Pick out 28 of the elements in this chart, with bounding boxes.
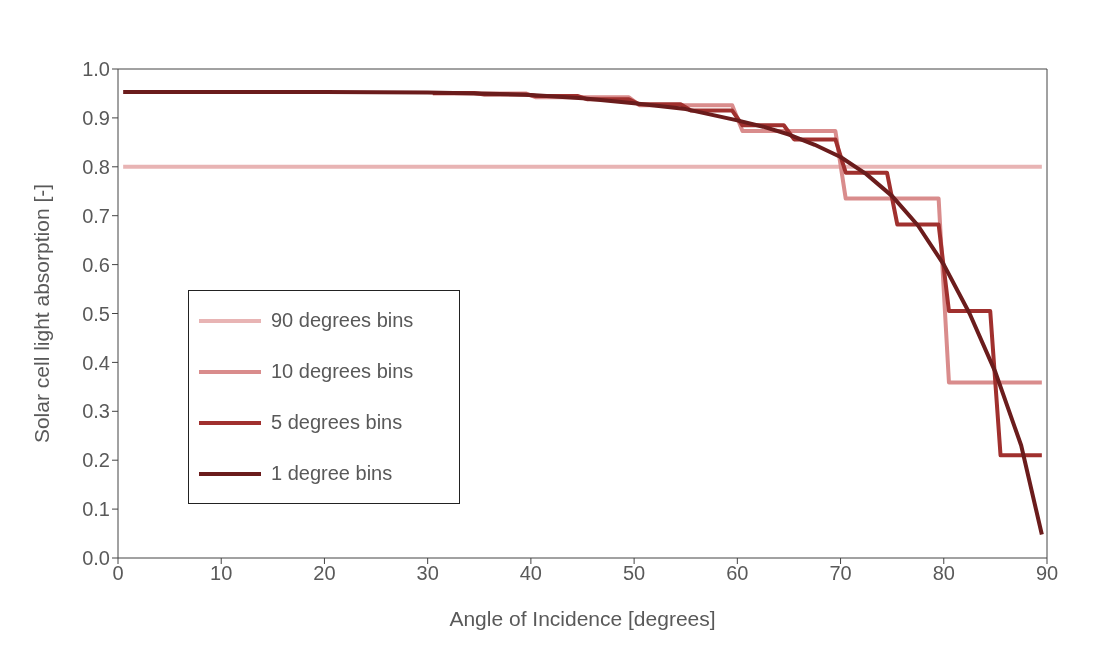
y-tick-label: 0.7 <box>82 204 110 227</box>
x-tick-label: 70 <box>829 562 852 585</box>
legend-label: 5 degrees bins <box>271 411 403 434</box>
y-tick-label: 0.3 <box>82 400 110 423</box>
y-tick-label: 0.9 <box>82 107 110 129</box>
y-tick-label: 0.6 <box>82 253 110 276</box>
y-tick-label: 0.0 <box>82 547 110 570</box>
x-tick-label: 10 <box>210 562 233 585</box>
y-tick-label: 0.2 <box>82 449 110 472</box>
x-axis-title: Angle of Incidence [degrees] <box>449 607 716 630</box>
x-tick-label: 30 <box>416 562 439 585</box>
x-tick-label: 90 <box>1035 562 1059 585</box>
y-tick-label: 0.8 <box>82 155 110 178</box>
y-tick-label: 0.1 <box>82 498 110 521</box>
y-tick-label: 1.0 <box>82 58 110 81</box>
x-tick-label: 20 <box>313 562 336 585</box>
x-tick-label: 60 <box>726 562 749 585</box>
x-tick-label: 80 <box>932 562 955 585</box>
y-axis-title: Solar cell light absorption [-] <box>30 183 54 444</box>
legend-label: 10 degrees bins <box>271 360 414 383</box>
legend-label: 1 degree bins <box>271 462 393 485</box>
legend-label: 90 degrees bins <box>271 309 414 332</box>
x-tick-label: 40 <box>519 562 543 585</box>
y-tick-label: 0.5 <box>82 302 110 325</box>
x-tick-label: 0 <box>112 562 124 585</box>
x-tick-label: 50 <box>622 562 646 585</box>
line-series <box>121 89 1044 537</box>
y-tick-label: 0.4 <box>82 351 110 374</box>
